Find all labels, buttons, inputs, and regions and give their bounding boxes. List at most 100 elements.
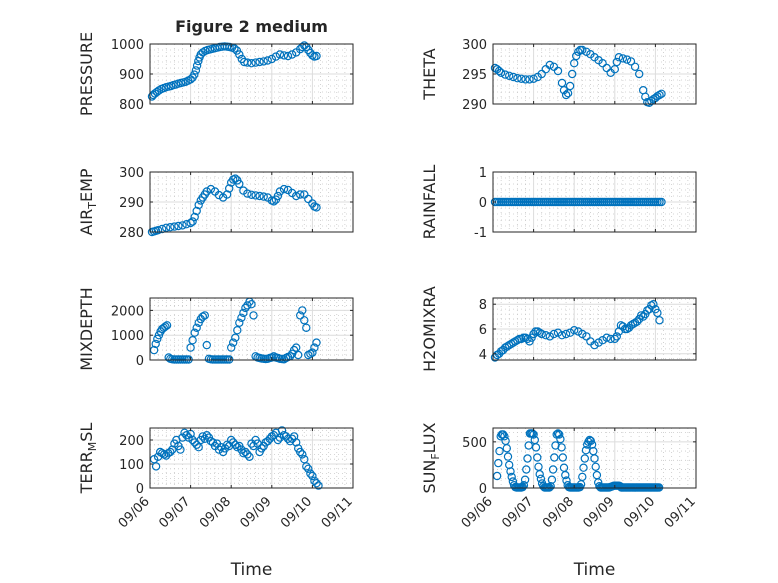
data-point xyxy=(247,59,256,68)
data-point xyxy=(194,200,203,210)
data-point xyxy=(233,443,242,452)
data-point xyxy=(170,222,179,231)
data-point xyxy=(190,212,199,222)
data-point xyxy=(508,477,518,486)
data-point xyxy=(548,465,558,474)
subplot-3: 280 290 300 AIRTEMP xyxy=(77,166,354,241)
data-point xyxy=(590,340,599,350)
data-point xyxy=(550,453,559,462)
data-point xyxy=(190,328,199,337)
data-point xyxy=(228,338,238,347)
y-axis-label: TERRMSL xyxy=(77,423,99,495)
data-point xyxy=(561,470,570,480)
data-point xyxy=(192,323,201,332)
data-point xyxy=(269,197,278,206)
y-tick-label: 290 xyxy=(462,98,487,113)
data-point xyxy=(257,444,266,453)
data-point xyxy=(521,75,530,84)
y-axis-label: SUNFLUX xyxy=(420,422,442,493)
data-point xyxy=(310,476,319,485)
data-point xyxy=(626,321,636,330)
data-point xyxy=(161,322,170,331)
data-point xyxy=(561,90,571,100)
subplot-2: 290 295 300 THETA xyxy=(420,38,697,113)
data-point xyxy=(501,70,510,79)
y-tick-label: 0 xyxy=(136,354,144,369)
data-point xyxy=(537,329,546,339)
data-point xyxy=(188,336,197,345)
data-point xyxy=(304,464,313,473)
data-point xyxy=(653,308,662,318)
data-point xyxy=(186,218,195,228)
data-point xyxy=(655,90,664,100)
x-tick-label: 09/10 xyxy=(278,494,315,531)
data-point xyxy=(626,57,636,66)
data-point xyxy=(279,184,289,194)
data-point xyxy=(531,443,541,452)
data-point xyxy=(612,57,622,67)
data-point xyxy=(555,430,564,439)
data-point xyxy=(273,435,283,445)
data-point xyxy=(287,50,297,59)
data-point xyxy=(224,184,234,193)
y-tick-label: 0 xyxy=(136,482,144,497)
data-point xyxy=(157,224,167,234)
data-point xyxy=(267,54,276,64)
data-point xyxy=(494,66,504,76)
data-point xyxy=(243,189,252,198)
data-point xyxy=(618,322,628,331)
data-point xyxy=(243,58,252,67)
data-point xyxy=(558,453,568,462)
data-point xyxy=(559,463,569,472)
data-point xyxy=(289,345,299,355)
y-axis-label: H2OMIXRA xyxy=(420,286,439,372)
y-tick-label: 290 xyxy=(119,196,144,211)
data-point xyxy=(525,75,534,84)
data-point xyxy=(151,462,161,471)
data-point xyxy=(561,329,571,339)
x-axis-label: Time xyxy=(573,560,616,580)
y-axis-label: RAINFALL xyxy=(420,165,439,240)
data-point xyxy=(241,303,250,313)
data-point xyxy=(635,69,644,79)
data-point xyxy=(296,311,305,320)
data-point xyxy=(630,62,640,72)
data-point xyxy=(296,190,305,199)
data-point xyxy=(192,61,202,70)
data-point xyxy=(166,447,175,457)
y-tick-label: 280 xyxy=(119,226,144,241)
data-point xyxy=(536,474,546,483)
data-point xyxy=(273,191,283,201)
data-point xyxy=(255,191,264,201)
data-point xyxy=(235,179,244,189)
data-point xyxy=(214,445,224,454)
data-point xyxy=(502,444,511,453)
data-point xyxy=(292,438,301,447)
y-tick-label: 1000 xyxy=(111,38,144,53)
data-point xyxy=(578,45,587,55)
data-point xyxy=(557,78,567,88)
data-point xyxy=(174,221,183,231)
data-point xyxy=(582,332,591,341)
y-tick-label: 8 xyxy=(479,298,487,313)
data-point xyxy=(308,471,317,481)
data-point xyxy=(314,481,323,490)
data-point xyxy=(580,454,590,463)
data-point xyxy=(496,432,505,441)
data-point xyxy=(296,447,305,457)
data-point xyxy=(506,467,515,476)
y-tick-label: 200 xyxy=(119,434,144,449)
y-tick-label: 2000 xyxy=(111,304,144,319)
data-point xyxy=(612,332,622,341)
data-point xyxy=(547,475,557,484)
data-point xyxy=(523,334,532,344)
subplot-6: 4 6 8 H2OMIXRA xyxy=(420,286,697,372)
data-point xyxy=(162,321,172,330)
y-axis-label: THETA xyxy=(420,48,439,100)
y-tick-label: 6 xyxy=(479,323,487,338)
data-point xyxy=(537,69,546,79)
data-point xyxy=(306,469,315,478)
data-point xyxy=(228,438,238,447)
data-point xyxy=(598,59,607,68)
